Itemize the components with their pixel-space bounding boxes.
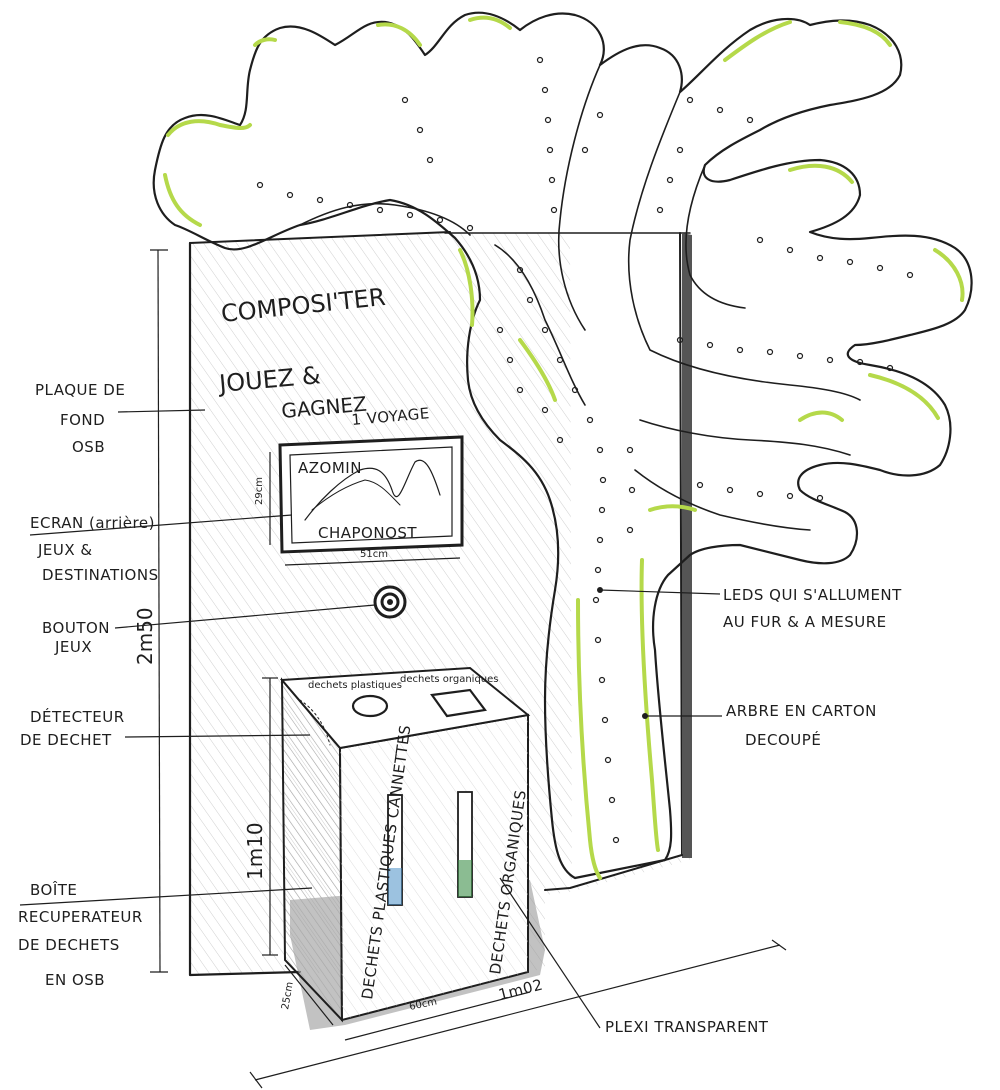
dimension-lines: 2m50 1m10 25cm 60cm 1m02 bbox=[133, 249, 787, 1089]
game-button-graphic bbox=[373, 585, 407, 619]
boite-line-1: BOÎTE bbox=[30, 880, 77, 899]
annotation-leds: LEDS QUI S'ALLUMENT AU FUR & A MESURE bbox=[597, 586, 902, 631]
ecran-line-2: JEUX & bbox=[37, 541, 93, 559]
panel-height-dim: 2m50 bbox=[133, 607, 157, 665]
boite-line-2: RECUPERATEUR bbox=[18, 908, 143, 926]
annotation-plexi: PLEXI TRANSPARENT bbox=[499, 877, 769, 1036]
led-dots bbox=[256, 56, 914, 844]
bin-height-dim: 1m10 bbox=[243, 822, 267, 880]
annotation-plaque: PLAQUE DE FOND OSB bbox=[35, 381, 206, 456]
ecran-line-1: ECRAN (arrière) bbox=[30, 514, 155, 532]
annotation-detecteur: DÉTECTEUR DE DECHET bbox=[20, 707, 311, 749]
plexi-label: PLEXI TRANSPARENT bbox=[605, 1018, 769, 1036]
annotation-arbre: ARBRE EN CARTON DECOUPÉ bbox=[642, 702, 877, 749]
screen-height-dim: 29cm bbox=[254, 477, 265, 505]
plaque-line-3: OSB bbox=[72, 438, 105, 456]
screen-width-dim: 51cm bbox=[360, 549, 388, 560]
leds-line-1: LEDS QUI S'ALLUMENT bbox=[723, 586, 902, 604]
arbre-line-2: DECOUPÉ bbox=[745, 730, 821, 749]
waste-bin-box: dechets plastiques dechets organiques DE… bbox=[279, 666, 545, 1030]
bin-depth-dim: 25cm bbox=[280, 981, 296, 1010]
detecteur-line-1: DÉTECTEUR bbox=[30, 707, 125, 726]
lid-label-right: dechets organiques bbox=[400, 674, 499, 685]
game-screen: AZOMIN CHAPONOST 29cm 51cm bbox=[254, 435, 464, 566]
boite-line-3: DE DECHETS bbox=[18, 936, 120, 954]
bouton-line-1: BOUTON bbox=[42, 619, 110, 637]
screen-text-top: AZOMIN bbox=[298, 459, 362, 477]
plaque-line-1: PLAQUE DE bbox=[35, 381, 125, 399]
annotation-bouton: BOUTON JEUX bbox=[42, 604, 376, 656]
detecteur-line-2: DE DECHET bbox=[20, 731, 112, 749]
plaque-line-2: FOND bbox=[60, 411, 105, 429]
ecran-line-3: DESTINATIONS bbox=[42, 566, 159, 584]
lid-label-left: dechets plastiques bbox=[308, 680, 402, 691]
cardboard-tree bbox=[152, 11, 973, 880]
arbre-line-1: ARBRE EN CARTON bbox=[726, 702, 877, 720]
annotation-boite: BOÎTE RECUPERATEUR DE DECHETS EN OSB bbox=[18, 880, 313, 989]
screen-text-bottom: CHAPONOST bbox=[318, 524, 417, 542]
boite-line-4: EN OSB bbox=[45, 971, 105, 989]
leds-line-2: AU FUR & A MESURE bbox=[723, 613, 887, 631]
annotation-ecran: ECRAN (arrière) JEUX & DESTINATIONS bbox=[29, 514, 293, 584]
tree-silhouette bbox=[152, 11, 973, 880]
bouton-line-2: JEUX bbox=[54, 638, 92, 656]
